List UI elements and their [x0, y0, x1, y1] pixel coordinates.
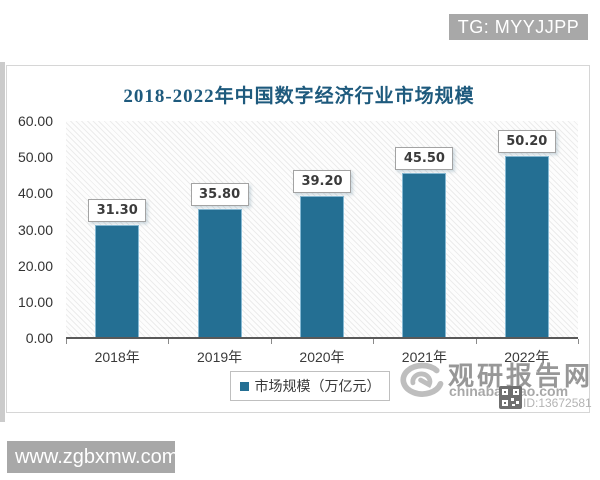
y-tick-label: 20.00: [17, 257, 53, 274]
x-tick-label: 2022年: [504, 349, 550, 365]
x-tick-label: 2019年: [197, 349, 243, 365]
bar-value-label: 50.20: [497, 130, 556, 154]
x-tick-label: 2020年: [299, 349, 345, 365]
x-axis-line: [66, 337, 578, 339]
bar-value-label: 45.50: [395, 147, 454, 171]
y-tick-label: 60.00: [17, 113, 53, 129]
page-edge-strip: [0, 62, 5, 422]
y-tick-label: 30.00: [17, 221, 53, 238]
y-tick-label: 10.00: [17, 293, 53, 310]
legend-label: 市场规模（万亿元）: [254, 378, 381, 394]
telegram-badge: TG: MYYJJPP: [449, 14, 588, 40]
bar-2018年: [95, 224, 140, 338]
bar-value-label: 39.20: [293, 170, 351, 194]
x-axis-tick: [270, 339, 272, 344]
chart-title: 2018-2022年中国数字经济行业市场规模: [123, 86, 475, 107]
legend-marker: [239, 381, 249, 391]
bar-value-label: 31.30: [88, 198, 147, 222]
bar-2019年: [197, 208, 242, 338]
x-tick-label: 2018年: [94, 349, 140, 365]
x-axis-tick: [475, 339, 477, 344]
x-tick-label: 2021年: [401, 349, 447, 365]
chart-card: 2018-2022年中国数字经济行业市场规模 60.00 50.00 40.00 30…: [6, 65, 590, 413]
y-tick-label: 40.00: [17, 185, 53, 202]
y-tick-label: 0.00: [25, 330, 53, 346]
legend: 市场规模（万亿元）: [230, 371, 390, 401]
x-axis-tick: [66, 339, 67, 344]
site-url-badge: www.zgbxmw.com: [7, 441, 178, 473]
bar-value-label: 35.80: [190, 182, 249, 206]
bar-2022年: [504, 156, 549, 338]
plot-area: 31.30 35.80 39.20 45.50 50.20: [66, 121, 578, 338]
x-axis-tick: [168, 339, 170, 344]
bar-2021年: [402, 173, 447, 338]
y-tick-label: 50.00: [17, 149, 53, 166]
x-axis-tick: [578, 339, 579, 344]
bar-2020年: [300, 196, 344, 338]
x-axis-tick: [373, 339, 375, 344]
